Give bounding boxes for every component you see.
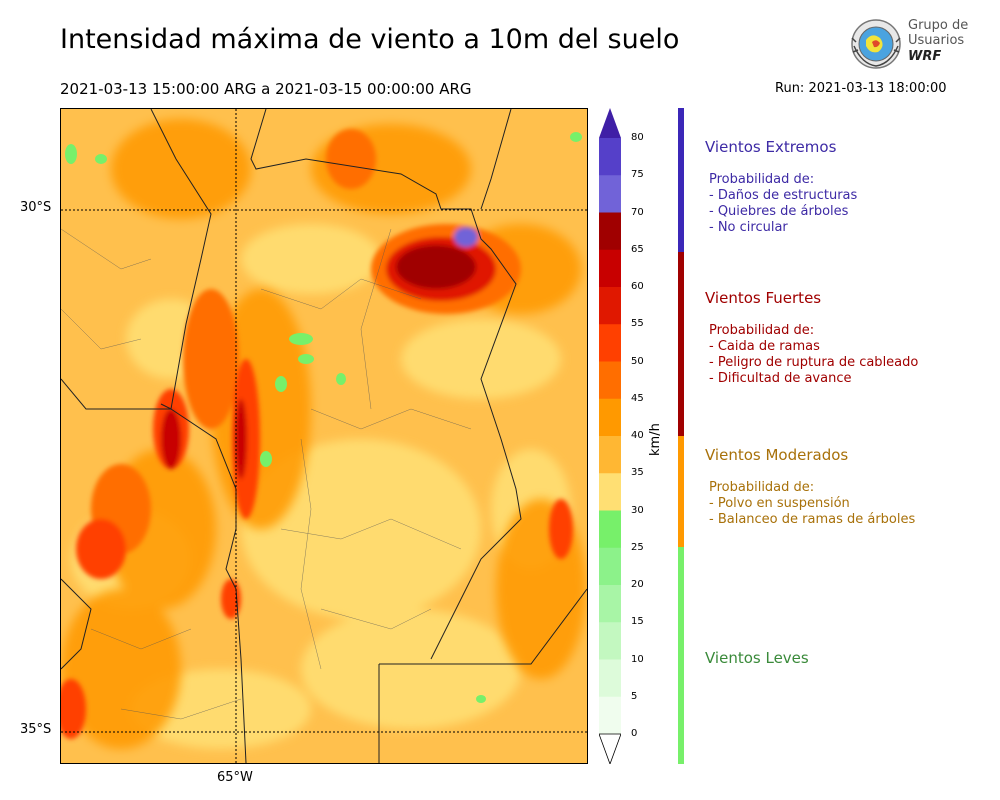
- logo-line3: WRF: [908, 49, 942, 64]
- logo-line1: Grupo de: [908, 18, 969, 33]
- lon-label-65w: 65°W: [217, 770, 253, 785]
- category-title: Vientos Leves: [705, 649, 809, 667]
- category-band: [678, 547, 684, 764]
- colorbar-segment: [599, 696, 621, 735]
- colorbar-tick-label: 50: [631, 355, 644, 367]
- colorbar-segment: [599, 398, 621, 437]
- wind-field-svg: [61, 109, 587, 763]
- colorbar-tick-label: 70: [631, 206, 644, 218]
- colorbar-segment: [599, 249, 621, 288]
- colorbar-segment: [599, 138, 621, 176]
- colorbar-segment: [599, 585, 621, 623]
- wrf-logo: Grupo de Usuarios WRF: [848, 16, 970, 74]
- chart-title: Intensidad máxima de viento a 10m del su…: [60, 24, 680, 55]
- colorbar-segment: [599, 510, 621, 549]
- colorbar-tick-label: 5: [631, 690, 638, 702]
- lat-label-30s: 30°S: [20, 200, 52, 215]
- colorbar: [598, 108, 622, 766]
- colorbar-segment: [599, 361, 621, 400]
- colorbar-segment: [599, 473, 621, 511]
- colorbar-extend-bottom: [598, 733, 622, 766]
- colorbar-tick-label: 40: [631, 430, 644, 441]
- colorbar-tick-label: 10: [631, 653, 644, 665]
- category-band: [678, 108, 684, 252]
- category-band: [678, 436, 684, 547]
- category-title: Vientos Extremos: [705, 138, 837, 156]
- colorbar-segment: [599, 212, 621, 251]
- category-line: - Polvo en suspensión: [709, 496, 850, 511]
- colorbar-segment: [599, 547, 621, 586]
- colorbar-tick-label: 0: [631, 728, 638, 739]
- colorbar-tick-label: 20: [631, 579, 644, 590]
- colorbar-segment: [599, 436, 621, 474]
- colorbar-tick-label: 30: [631, 504, 644, 516]
- category-line: - Daños de estructuras: [709, 188, 858, 203]
- colorbar-extend-top: [599, 108, 621, 138]
- colorbar-segment: [599, 622, 621, 660]
- run-time: Run: 2021-03-13 18:00:00: [775, 81, 947, 96]
- category-line: Probabilidad de:: [709, 172, 815, 187]
- colorbar-tick-label: 35: [631, 467, 644, 479]
- wind-map: [60, 108, 588, 764]
- category-line: - No circular: [709, 220, 788, 235]
- category-line: Probabilidad de:: [709, 323, 815, 338]
- colorbar-unit: km/h: [648, 423, 663, 456]
- colorbar-tick-label: 25: [631, 541, 644, 553]
- category-line: - Balanceo de ramas de árboles: [709, 512, 916, 527]
- category-line: - Peligro de ruptura de cableado: [709, 355, 919, 370]
- colorbar-tick-label: 60: [631, 281, 644, 292]
- colorbar-segment: [599, 659, 621, 698]
- colorbar-tick-label: 55: [631, 318, 644, 330]
- logo-line2: Usuarios: [908, 33, 965, 48]
- colorbar-svg: [598, 108, 622, 766]
- colorbar-segment: [599, 324, 621, 362]
- colorbar-tick-label: 65: [631, 243, 644, 255]
- globe-icon: [851, 19, 901, 69]
- colorbar-tick-label: 80: [631, 132, 644, 143]
- colorbar-segment: [599, 175, 621, 213]
- colorbar-tick-label: 15: [631, 616, 644, 628]
- forecast-period: 2021-03-13 15:00:00 ARG a 2021-03-15 00:…: [60, 80, 472, 98]
- category-line: - Caida de ramas: [709, 339, 820, 354]
- category-band: [678, 252, 684, 436]
- category-title: Vientos Moderados: [705, 446, 849, 464]
- category-line: - Quiebres de árboles: [709, 204, 849, 219]
- colorbar-segment: [599, 287, 621, 325]
- lat-label-35s: 35°S: [20, 722, 52, 737]
- category-title: Vientos Fuertes: [705, 289, 822, 307]
- colorbar-tick-label: 75: [631, 169, 644, 181]
- category-line: - Dificultad de avance: [709, 371, 852, 386]
- colorbar-tick-label: 45: [631, 392, 644, 404]
- category-line: Probabilidad de:: [709, 480, 815, 495]
